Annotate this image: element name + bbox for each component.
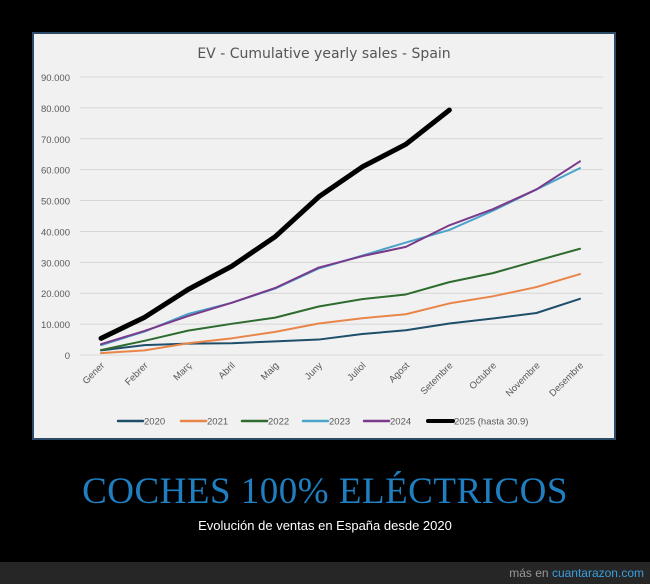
y-tick-label: 20.000 <box>41 289 70 300</box>
x-tick-label: Febrer <box>123 360 151 388</box>
chart-frame: EV - Cumulative yearly sales - Spain 0 10… <box>32 32 616 440</box>
x-tick-label: Gener <box>81 360 107 386</box>
line-chart: 0 10.000 20.000 30.000 40.000 50.000 60.000 70.… <box>41 73 603 428</box>
site-link[interactable]: cuantarazon.com <box>551 566 644 580</box>
x-tick-label: Octubre <box>467 360 499 392</box>
x-tick-label: Maig <box>259 360 281 382</box>
series-line-2024 <box>100 160 581 346</box>
x-tick-label: Novembre <box>504 360 543 399</box>
chart-title: EV - Cumulative yearly sales - Spain <box>197 46 451 62</box>
headline: COCHES 100% ELÉCTRICOS <box>82 471 568 512</box>
y-tick-label: 80.000 <box>41 104 70 115</box>
legend-label: 2022 <box>268 417 289 428</box>
y-tick-label: 0 <box>65 351 70 362</box>
y-tick-label: 50.000 <box>41 197 70 208</box>
legend-label: 2025 (hasta 30.9) <box>454 417 528 428</box>
y-tick-label: 10.000 <box>41 320 70 331</box>
y-tick-label: 30.000 <box>41 258 70 269</box>
y-tick-label: 40.000 <box>41 227 70 238</box>
y-tick-label: 60.000 <box>41 166 70 177</box>
legend-label: 2024 <box>390 417 411 428</box>
y-tick-label: 90.000 <box>41 73 70 84</box>
y-tick-label: 70.000 <box>41 135 70 146</box>
series-line-2025 <box>98 107 452 341</box>
x-tick-label: Març <box>171 360 194 383</box>
x-tick-label: Juliol <box>345 360 368 383</box>
legend-label: 2020 <box>144 417 165 428</box>
footer-bar: más en cuantarazon.com <box>0 562 650 584</box>
series-line-2021 <box>100 273 581 355</box>
subtitle: Evolución de ventas en España desde 2020 <box>198 518 452 533</box>
legend-label: 2023 <box>329 417 350 428</box>
x-tick-label: Desembre <box>547 360 586 399</box>
footer-prefix: más en <box>509 566 552 580</box>
legend-label: 2021 <box>207 417 228 428</box>
series-line-2023 <box>100 167 581 347</box>
series-line-2022 <box>100 247 581 352</box>
x-tick-label: Juny <box>303 360 325 382</box>
x-tick-label: Setembre <box>419 360 456 397</box>
x-tick-label: Agost <box>387 360 412 385</box>
footer-text: más en cuantarazon.com <box>509 566 644 580</box>
x-tick-label: Abril <box>217 360 238 381</box>
